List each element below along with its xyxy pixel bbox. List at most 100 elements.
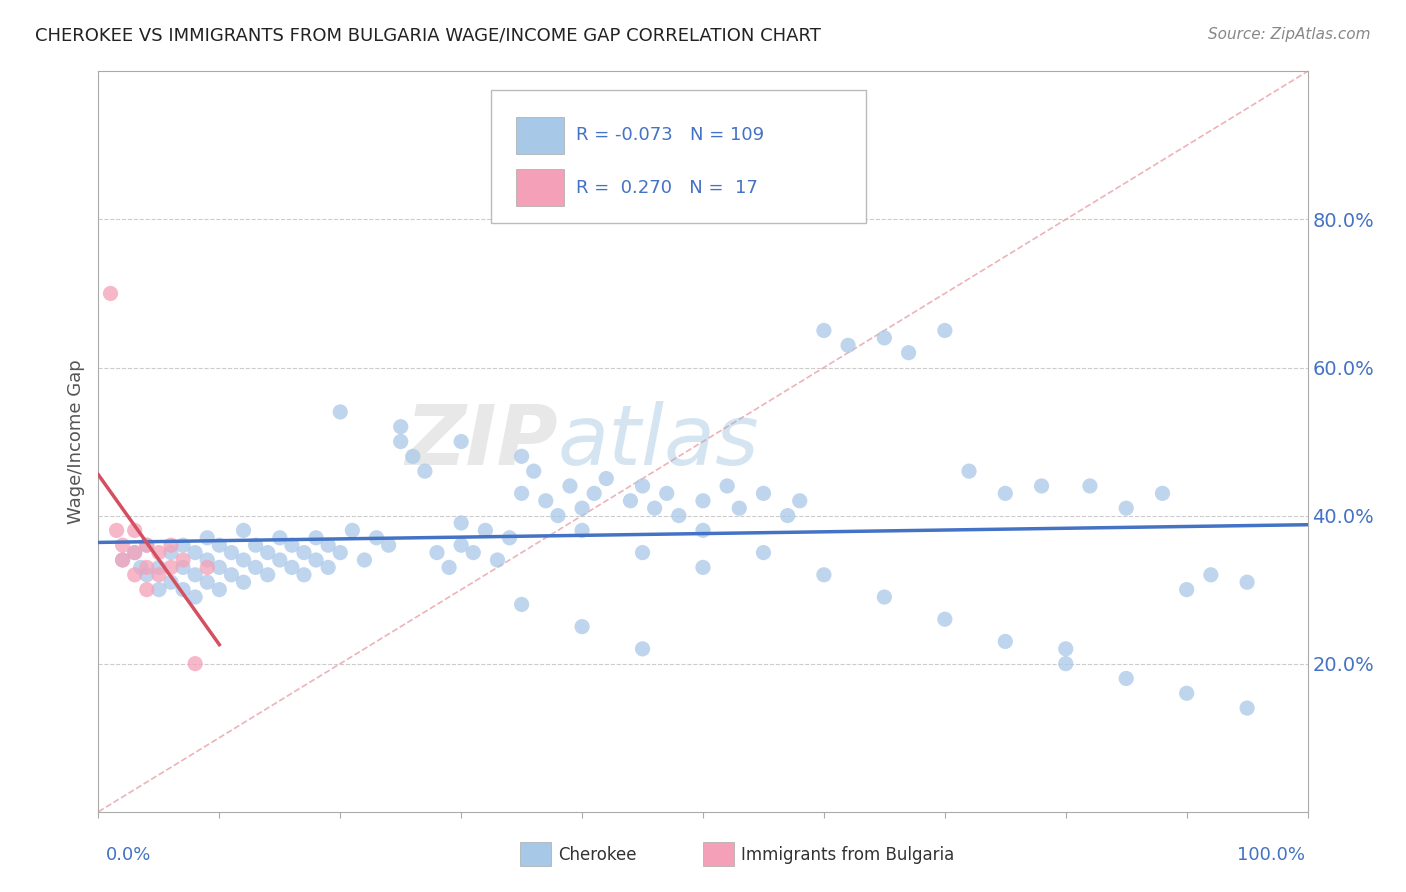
Point [389, 419, 412, 434]
Point [172, 582, 194, 597]
Point [148, 546, 170, 560]
Point [571, 619, 593, 633]
Point [208, 560, 231, 574]
Point [437, 560, 460, 574]
Point [1115, 672, 1137, 686]
Point [292, 546, 315, 560]
Point [510, 598, 533, 612]
Point [221, 567, 243, 582]
Point [692, 560, 714, 574]
Point [752, 486, 775, 500]
Point [813, 567, 835, 582]
Point [619, 493, 641, 508]
Point [221, 546, 243, 560]
Point [184, 657, 207, 671]
Point [208, 538, 231, 552]
Point [329, 405, 352, 419]
Point [1031, 479, 1053, 493]
Point [124, 546, 146, 560]
Point [269, 531, 291, 545]
Point [547, 508, 569, 523]
Point [1115, 501, 1137, 516]
Point [353, 553, 375, 567]
Point [148, 567, 170, 582]
Point [329, 546, 352, 560]
Point [752, 546, 775, 560]
Point [957, 464, 980, 478]
Point [232, 524, 254, 538]
Point [1078, 479, 1101, 493]
Point [994, 634, 1017, 648]
Point [135, 582, 157, 597]
Text: Source: ZipAtlas.com: Source: ZipAtlas.com [1208, 27, 1371, 42]
FancyBboxPatch shape [492, 90, 866, 223]
Point [184, 546, 207, 560]
Point [135, 567, 157, 582]
Point [510, 450, 533, 464]
Point [195, 560, 218, 574]
Point [655, 486, 678, 500]
Point [111, 553, 134, 567]
Point [172, 560, 194, 574]
Point [450, 538, 472, 552]
Point [837, 338, 859, 352]
Point [450, 434, 472, 449]
Text: atlas: atlas [558, 401, 759, 482]
Point [1152, 486, 1174, 500]
Point [595, 471, 617, 485]
Point [463, 546, 485, 560]
Bar [516, 169, 564, 206]
Point [534, 493, 557, 508]
Point [486, 553, 509, 567]
Point [873, 331, 896, 345]
Point [934, 612, 956, 626]
Point [934, 324, 956, 338]
Point [184, 567, 207, 582]
Point [631, 641, 654, 656]
Point [316, 560, 339, 574]
Point [366, 531, 388, 545]
Point [571, 524, 593, 538]
Point [135, 538, 157, 552]
Point [124, 524, 146, 538]
Point [281, 560, 304, 574]
Point [377, 538, 399, 552]
Text: Immigrants from Bulgaria: Immigrants from Bulgaria [741, 846, 955, 863]
Point [692, 524, 714, 538]
Point [305, 531, 328, 545]
Point [160, 560, 183, 574]
Text: R =  0.270   N =  17: R = 0.270 N = 17 [576, 179, 758, 197]
Point [124, 546, 146, 560]
Point [148, 582, 170, 597]
Point [256, 567, 278, 582]
Point [148, 560, 170, 574]
Point [692, 493, 714, 508]
Point [232, 575, 254, 590]
Point [813, 324, 835, 338]
Point [413, 464, 436, 478]
Point [124, 567, 146, 582]
Point [776, 508, 799, 523]
Point [389, 434, 412, 449]
Text: R = -0.073   N = 109: R = -0.073 N = 109 [576, 126, 765, 145]
Point [245, 538, 267, 552]
Point [232, 553, 254, 567]
Point [1054, 657, 1077, 671]
Point [195, 553, 218, 567]
Point [105, 524, 128, 538]
Point [474, 524, 496, 538]
Point [135, 538, 157, 552]
Point [256, 546, 278, 560]
Point [172, 538, 194, 552]
Point [160, 538, 183, 552]
Point [269, 553, 291, 567]
Point [897, 345, 920, 359]
Bar [516, 117, 564, 153]
Point [195, 531, 218, 545]
Text: ZIP: ZIP [405, 401, 558, 482]
Point [1175, 686, 1198, 700]
Point [135, 560, 157, 574]
Point [571, 501, 593, 516]
Text: 0.0%: 0.0% [105, 846, 150, 863]
Point [716, 479, 738, 493]
